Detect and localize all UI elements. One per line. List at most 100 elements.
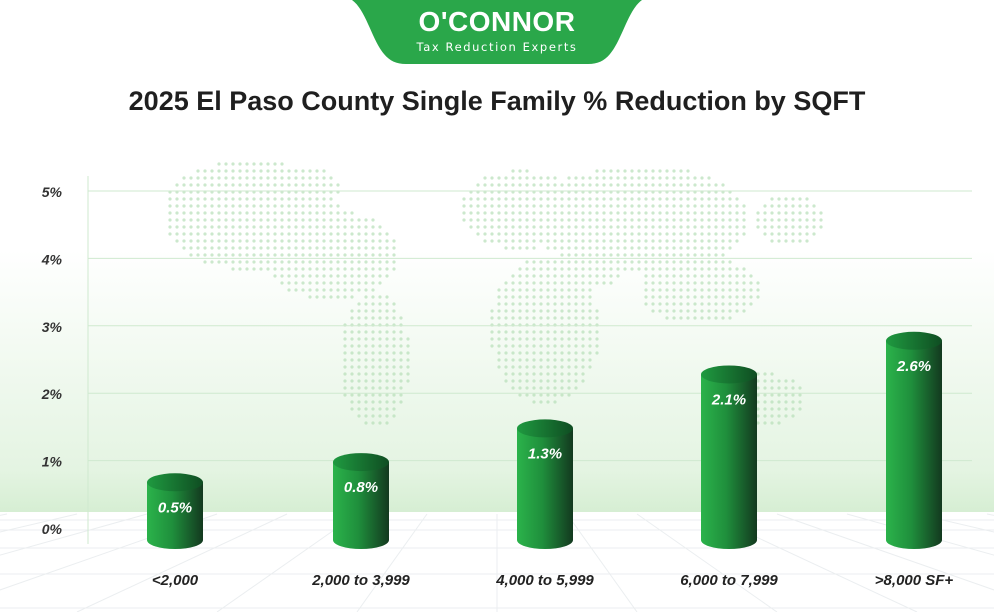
map-dot bbox=[518, 295, 522, 299]
map-dot bbox=[378, 302, 382, 306]
map-dot bbox=[700, 253, 704, 257]
map-dot bbox=[252, 239, 256, 243]
map-dot bbox=[364, 351, 368, 355]
map-dot bbox=[371, 351, 375, 355]
map-dot bbox=[357, 393, 361, 397]
map-dot bbox=[518, 274, 522, 278]
map-dot bbox=[518, 344, 522, 348]
map-dot bbox=[609, 218, 613, 222]
map-dot bbox=[728, 302, 732, 306]
map-dot bbox=[504, 358, 508, 362]
map-dot bbox=[364, 414, 368, 418]
map-dot bbox=[644, 274, 648, 278]
map-dot bbox=[791, 204, 795, 208]
map-dot bbox=[756, 225, 760, 229]
map-dot bbox=[259, 232, 263, 236]
map-dot bbox=[665, 253, 669, 257]
chart-title: 2025 El Paso County Single Family % Redu… bbox=[128, 86, 866, 116]
map-dot bbox=[371, 246, 375, 250]
map-dot bbox=[378, 421, 382, 425]
map-dot bbox=[315, 295, 319, 299]
map-dot bbox=[700, 295, 704, 299]
map-dot bbox=[322, 267, 326, 271]
map-dot bbox=[504, 309, 508, 313]
map-dot bbox=[637, 176, 641, 180]
map-dot bbox=[763, 393, 767, 397]
map-dot bbox=[385, 267, 389, 271]
map-dot bbox=[497, 295, 501, 299]
map-dot bbox=[616, 225, 620, 229]
map-dot bbox=[700, 225, 704, 229]
map-dot bbox=[371, 295, 375, 299]
map-dot bbox=[350, 281, 354, 285]
map-dot bbox=[357, 316, 361, 320]
map-dot bbox=[497, 197, 501, 201]
map-dot bbox=[378, 281, 382, 285]
map-dot bbox=[371, 407, 375, 411]
map-dot bbox=[371, 344, 375, 348]
floor-line bbox=[776, 513, 994, 591]
map-dot bbox=[336, 225, 340, 229]
map-dot bbox=[588, 232, 592, 236]
map-dot bbox=[245, 253, 249, 257]
map-dot bbox=[518, 239, 522, 243]
map-dot bbox=[336, 253, 340, 257]
map-dot bbox=[525, 316, 529, 320]
bar-top bbox=[517, 419, 573, 438]
map-dot bbox=[637, 211, 641, 215]
map-dot bbox=[343, 372, 347, 376]
map-dot bbox=[644, 288, 648, 292]
map-dot bbox=[357, 400, 361, 404]
map-dot bbox=[182, 183, 186, 187]
map-dot bbox=[686, 176, 690, 180]
map-dot bbox=[546, 176, 550, 180]
map-dot bbox=[273, 204, 277, 208]
map-dot bbox=[252, 225, 256, 229]
map-dot bbox=[679, 295, 683, 299]
map-dot bbox=[791, 225, 795, 229]
map-dot bbox=[588, 288, 592, 292]
map-dot bbox=[259, 260, 263, 264]
map-dot bbox=[819, 218, 823, 222]
map-dot bbox=[511, 183, 515, 187]
map-dot bbox=[763, 400, 767, 404]
map-dot bbox=[658, 211, 662, 215]
map-dot bbox=[777, 400, 781, 404]
map-dot bbox=[735, 204, 739, 208]
map-dot bbox=[392, 407, 396, 411]
map-dot bbox=[497, 344, 501, 348]
map-dot bbox=[294, 225, 298, 229]
map-dot bbox=[364, 281, 368, 285]
map-dot bbox=[616, 232, 620, 236]
map-dot bbox=[259, 197, 263, 201]
map-dot bbox=[581, 267, 585, 271]
map-dot bbox=[497, 176, 501, 180]
map-dot bbox=[756, 372, 760, 376]
map-dot bbox=[525, 183, 529, 187]
map-dot bbox=[707, 218, 711, 222]
map-dot bbox=[315, 204, 319, 208]
map-dot bbox=[574, 246, 578, 250]
map-dot bbox=[287, 211, 291, 215]
map-dot bbox=[266, 183, 270, 187]
map-dot bbox=[651, 309, 655, 313]
map-dot bbox=[231, 176, 235, 180]
map-dot bbox=[392, 351, 396, 355]
map-dot bbox=[735, 267, 739, 271]
map-dot bbox=[518, 232, 522, 236]
map-dot bbox=[329, 260, 333, 264]
map-dot bbox=[245, 267, 249, 271]
map-dot bbox=[665, 197, 669, 201]
map-dot bbox=[644, 169, 648, 173]
map-dot bbox=[210, 260, 214, 264]
map-dot bbox=[329, 225, 333, 229]
map-dot bbox=[812, 211, 816, 215]
map-dot bbox=[378, 372, 382, 376]
map-dot bbox=[665, 211, 669, 215]
map-dot bbox=[574, 267, 578, 271]
bar-value-label: 0.8% bbox=[344, 479, 378, 496]
map-dot bbox=[189, 211, 193, 215]
map-dot bbox=[231, 253, 235, 257]
map-dot bbox=[378, 274, 382, 278]
map-dot bbox=[203, 232, 207, 236]
